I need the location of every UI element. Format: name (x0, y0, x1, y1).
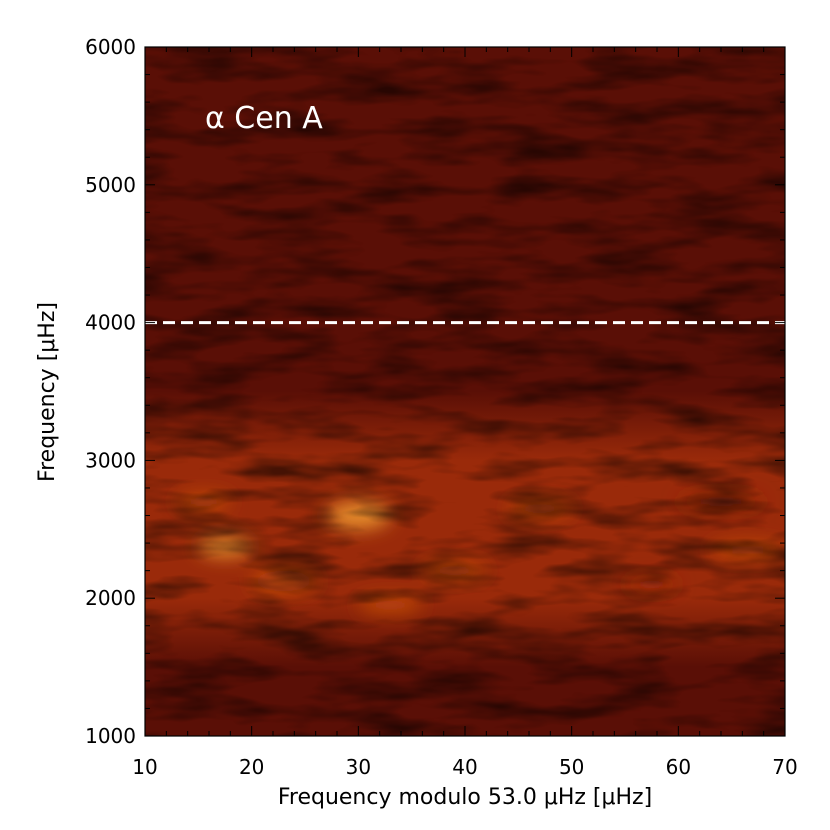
x-tick-label: 40 (452, 755, 477, 779)
y-tick-label: 6000 (85, 35, 136, 59)
x-tick-labels: 10 20 30 40 50 60 70 (132, 755, 797, 779)
chart-annotation: α Cen A (205, 101, 323, 136)
y-tick-label: 4000 (85, 311, 136, 335)
y-tick-label: 3000 (85, 448, 136, 472)
axis-ticks (144, 46, 786, 737)
y-axis-label: Frequency [μHz] (35, 302, 60, 482)
x-tick-label: 20 (239, 755, 264, 779)
noise-overlay (145, 47, 785, 736)
y-tick-label: 2000 (85, 586, 136, 610)
x-tick-label: 50 (559, 755, 584, 779)
y-tick-label: 1000 (85, 724, 136, 748)
plot-area (145, 47, 785, 736)
x-axis-label: Frequency modulo 53.0 μHz [μHz] (278, 785, 652, 810)
x-tick-label: 60 (666, 755, 691, 779)
y-tick-label: 5000 (85, 173, 136, 197)
x-tick-label: 30 (346, 755, 371, 779)
y-tick-labels: 1000 2000 3000 4000 5000 6000 (85, 35, 136, 748)
x-tick-label: 70 (772, 755, 797, 779)
x-tick-label: 10 (132, 755, 157, 779)
